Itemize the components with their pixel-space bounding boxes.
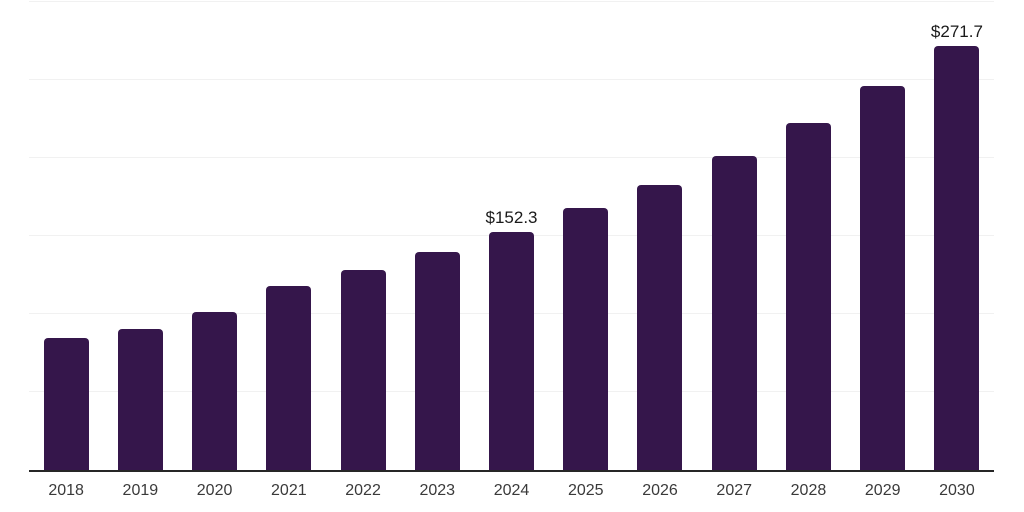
bar-2027 — [711, 155, 757, 470]
bars-layer: $152.3 $271.7 — [29, 0, 994, 470]
x-tick-label-2028: 2028 — [790, 482, 827, 499]
bar-column-2029 — [846, 0, 920, 470]
bar-column-2027 — [697, 0, 771, 470]
gridline-200 — [29, 157, 994, 158]
x-tick-label-2026: 2026 — [642, 482, 678, 499]
bar-value-label-2030: $271.7 — [930, 22, 983, 42]
bar-column-2020 — [177, 0, 251, 470]
bar-column-2028 — [771, 0, 845, 470]
bar-2029 — [860, 85, 906, 470]
bar-2025 — [563, 208, 609, 470]
x-tick-label-2024: 2024 — [493, 482, 530, 499]
bar-column-2026 — [623, 0, 697, 470]
bar-column-2024: $152.3 — [474, 0, 548, 470]
bar-column-2018 — [29, 0, 103, 470]
gridline-250 — [29, 79, 994, 80]
bar-2022 — [340, 269, 386, 470]
gridline-300 — [29, 1, 994, 2]
bar-column-2023 — [400, 0, 474, 470]
bar-2028 — [785, 123, 831, 470]
bar-column-2025 — [549, 0, 623, 470]
x-axis-line — [29, 470, 994, 472]
plot-area: $152.3 $271.7 — [29, 0, 994, 472]
bar-column-2021 — [252, 0, 326, 470]
bar-2024: $152.3 — [486, 209, 538, 470]
x-tick-label-2025: 2025 — [567, 482, 604, 499]
x-tick-label-2027: 2027 — [716, 482, 753, 499]
x-tick-label-2021: 2021 — [271, 482, 307, 499]
x-tick-label-2019: 2019 — [122, 482, 159, 499]
bar-2026 — [637, 184, 683, 470]
x-tick-label-2029: 2029 — [864, 482, 901, 499]
x-axis-labels: 2018 2019 2020 2021 2022 2023 2024 2025 2026 2027… — [29, 482, 994, 500]
bar-column-2022 — [326, 0, 400, 470]
bar-2023 — [414, 252, 460, 470]
bar-2021 — [266, 286, 312, 470]
x-tick-label-2018: 2018 — [48, 482, 84, 499]
bar-2030: $271.7 — [931, 23, 983, 470]
bar-value-label-2024: $152.3 — [485, 208, 538, 228]
bar-2020 — [192, 312, 238, 470]
x-tick-label-2022: 2022 — [345, 482, 381, 499]
bar-column-2019 — [103, 0, 177, 470]
bar-2019 — [117, 328, 163, 470]
x-tick-label-2030: 2030 — [939, 482, 975, 499]
bar-column-2030: $271.7 — [920, 0, 994, 470]
bar-2018 — [43, 338, 89, 470]
x-tick-label-2023: 2023 — [419, 482, 456, 499]
x-tick-label-2020: 2020 — [196, 482, 233, 499]
